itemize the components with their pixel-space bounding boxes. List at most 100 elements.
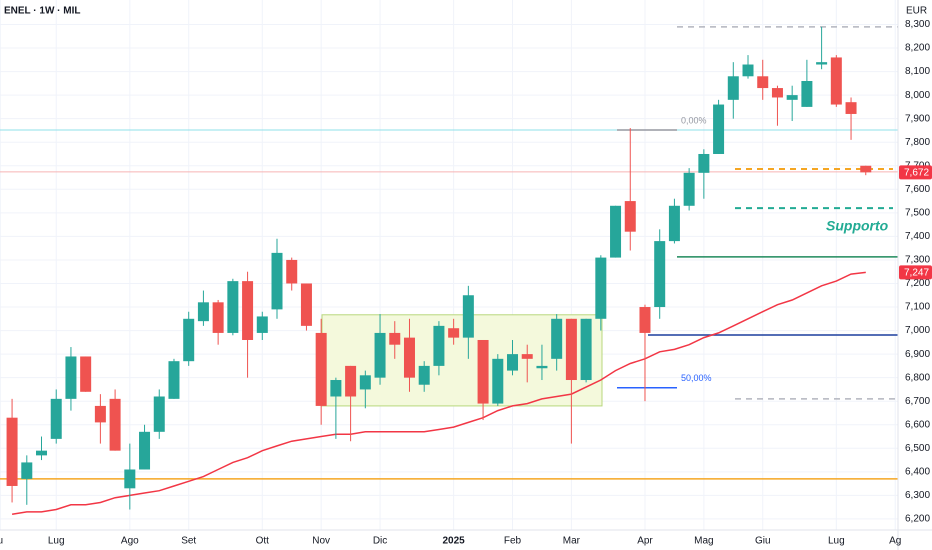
candle-body — [227, 281, 239, 333]
moving-average — [11, 271, 866, 515]
y-tick-label: 6,300 — [905, 490, 930, 501]
candle-body — [153, 396, 165, 432]
y-tick-label: 8,100 — [905, 66, 930, 77]
candle-body — [212, 302, 224, 333]
candle-body — [418, 365, 430, 385]
y-tick-label: 6,700 — [905, 396, 930, 407]
candle-body — [345, 365, 357, 397]
candle-body — [300, 283, 312, 326]
x-tick-label: Apr — [637, 536, 653, 547]
y-tick-label: 7,800 — [905, 137, 930, 148]
candle-body — [536, 365, 548, 369]
annotation: Supporto — [826, 218, 889, 234]
candle-body — [330, 380, 342, 397]
fib-label: 0,00% — [681, 115, 707, 125]
price-tag-label: 7,672 — [904, 167, 929, 178]
candle-body — [786, 95, 798, 100]
candle-body — [139, 431, 151, 470]
x-tick-label: Ag — [889, 536, 901, 547]
y-tick-label: 6,600 — [905, 419, 930, 430]
candle-body — [94, 405, 106, 423]
candle-body — [448, 328, 460, 338]
candle-body — [624, 201, 636, 232]
y-tick-label: 6,900 — [905, 349, 930, 360]
candle-body — [374, 332, 386, 378]
fib-label: 50,00% — [681, 373, 712, 383]
candle-body — [271, 252, 283, 310]
candle-body — [462, 295, 474, 338]
x-tick-label: Ago — [121, 536, 139, 547]
candle-body — [801, 80, 813, 107]
y-tick-label: 6,800 — [905, 372, 930, 383]
candle-body — [727, 76, 739, 100]
y-tick-label: 7,100 — [905, 302, 930, 313]
x-tick-label: Lug — [48, 536, 65, 547]
candle-body — [168, 361, 180, 399]
y-tick-label: 7,900 — [905, 113, 930, 124]
candle-body — [580, 318, 592, 381]
candle-body — [197, 302, 209, 322]
candle-body — [639, 307, 651, 333]
y-tick-label: 7,300 — [905, 255, 930, 266]
y-tick-label: 7,400 — [905, 231, 930, 242]
candle-body — [845, 102, 857, 114]
candle-body — [36, 450, 48, 456]
candle-body — [757, 76, 769, 89]
x-tick-label: Feb — [504, 536, 522, 547]
chart-title: ENEL · 1W · MIL — [4, 6, 80, 17]
x-tick-label: Mag — [694, 536, 713, 547]
candle-body — [477, 339, 489, 404]
candle-body — [816, 62, 828, 65]
candle-body — [403, 337, 415, 378]
candle-body — [698, 153, 710, 173]
x-tick-label: u — [0, 536, 3, 547]
x-tick-label: Ott — [256, 536, 270, 547]
y-tick-label: 6,500 — [905, 443, 930, 454]
y-tick-label: 7,200 — [905, 278, 930, 289]
candle-body — [830, 57, 842, 105]
y-tick-label: 7,500 — [905, 207, 930, 218]
candle-body — [521, 354, 533, 359]
x-tick-label: 2025 — [443, 536, 466, 547]
candle-body — [654, 241, 666, 308]
candle-body — [389, 332, 401, 345]
candle-body — [551, 318, 563, 359]
candle-body — [50, 398, 62, 439]
candle-body — [771, 88, 783, 98]
x-tick-label: Giu — [755, 536, 771, 547]
candle-body — [683, 172, 695, 206]
candle-body — [713, 104, 725, 154]
candle-body — [507, 354, 519, 371]
candle-body — [256, 316, 268, 333]
candle-body — [565, 318, 577, 381]
candle-body — [359, 375, 371, 390]
candle-body — [286, 259, 298, 284]
y-tick-label: 8,300 — [905, 19, 930, 30]
x-tick-label: Set — [181, 536, 196, 547]
candle-body — [742, 64, 754, 77]
y-tick-label: 8,200 — [905, 43, 930, 54]
plot-area: 0,00% 50,00% Supporto — [0, 0, 898, 530]
candle-body — [610, 205, 622, 258]
candle-body — [80, 356, 92, 392]
candle-body — [124, 469, 136, 489]
price-tag — [899, 265, 932, 280]
candle-body — [433, 325, 445, 366]
candle-body — [109, 398, 121, 451]
price-tag — [899, 165, 932, 180]
price-tag-label: 7,247 — [904, 268, 929, 279]
y-tick-label: 7,600 — [905, 184, 930, 195]
candle-body — [595, 257, 607, 319]
candle-body — [242, 281, 254, 340]
candle-body — [860, 165, 872, 173]
x-tick-label: Nov — [312, 536, 330, 547]
y-tick-label: 7,000 — [905, 325, 930, 336]
candle-body — [183, 318, 195, 362]
candle-body — [668, 205, 680, 242]
y-tick-label: 6,400 — [905, 466, 930, 477]
candle-body — [492, 358, 504, 404]
candle-body — [21, 462, 33, 479]
x-tick-label: Dic — [373, 536, 387, 547]
x-tick-label: Mar — [563, 536, 581, 547]
